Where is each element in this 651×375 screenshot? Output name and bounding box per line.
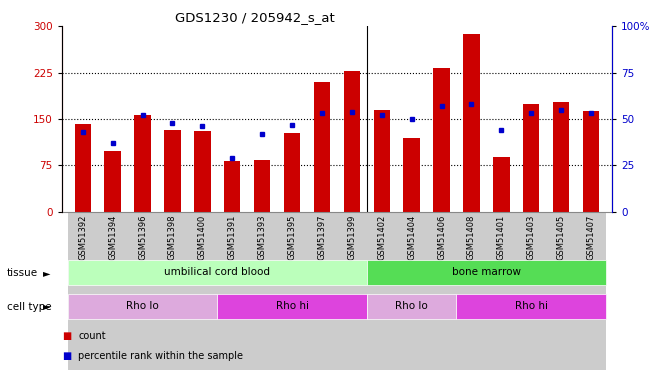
Bar: [367, 260, 606, 285]
Bar: [134, 115, 151, 212]
Bar: [396, 212, 426, 370]
Bar: [553, 102, 570, 212]
Bar: [493, 158, 510, 212]
Bar: [456, 212, 486, 370]
Text: ►: ►: [43, 268, 51, 278]
Text: bone marrow: bone marrow: [452, 267, 521, 277]
Bar: [254, 160, 270, 212]
Text: ■: ■: [62, 331, 71, 340]
Bar: [68, 294, 217, 319]
Bar: [98, 212, 128, 370]
Bar: [314, 82, 330, 212]
Bar: [68, 212, 98, 370]
Bar: [344, 71, 360, 212]
Bar: [277, 212, 307, 370]
Bar: [217, 212, 247, 370]
Text: Rho hi: Rho hi: [275, 301, 309, 311]
Bar: [523, 104, 540, 212]
Text: count: count: [78, 331, 105, 340]
Bar: [546, 212, 576, 370]
Text: ►: ►: [43, 302, 51, 312]
Bar: [486, 212, 516, 370]
Text: Rho lo: Rho lo: [395, 301, 428, 311]
Bar: [367, 212, 396, 370]
Bar: [158, 212, 187, 370]
Bar: [187, 212, 217, 370]
Bar: [583, 111, 599, 212]
Text: tissue: tissue: [7, 268, 38, 278]
Bar: [456, 294, 606, 319]
Text: Rho hi: Rho hi: [515, 301, 547, 311]
Bar: [75, 124, 91, 212]
Text: percentile rank within the sample: percentile rank within the sample: [78, 351, 243, 361]
Bar: [337, 212, 367, 370]
Bar: [164, 130, 181, 212]
Bar: [194, 132, 210, 212]
Text: GDS1230 / 205942_s_at: GDS1230 / 205942_s_at: [174, 11, 334, 24]
Bar: [374, 110, 390, 212]
Text: cell type: cell type: [7, 302, 51, 312]
Bar: [68, 260, 367, 285]
Bar: [404, 138, 420, 212]
Text: Rho lo: Rho lo: [126, 301, 159, 311]
Bar: [217, 294, 367, 319]
Bar: [516, 212, 546, 370]
Bar: [307, 212, 337, 370]
Bar: [128, 212, 158, 370]
Bar: [464, 34, 480, 212]
Bar: [247, 212, 277, 370]
Bar: [367, 294, 456, 319]
Bar: [284, 133, 300, 212]
Bar: [576, 212, 606, 370]
Bar: [434, 68, 450, 212]
Text: umbilical cord blood: umbilical cord blood: [164, 267, 270, 277]
Text: ■: ■: [62, 351, 71, 361]
Bar: [104, 151, 121, 212]
Bar: [426, 212, 456, 370]
Bar: [224, 161, 240, 212]
